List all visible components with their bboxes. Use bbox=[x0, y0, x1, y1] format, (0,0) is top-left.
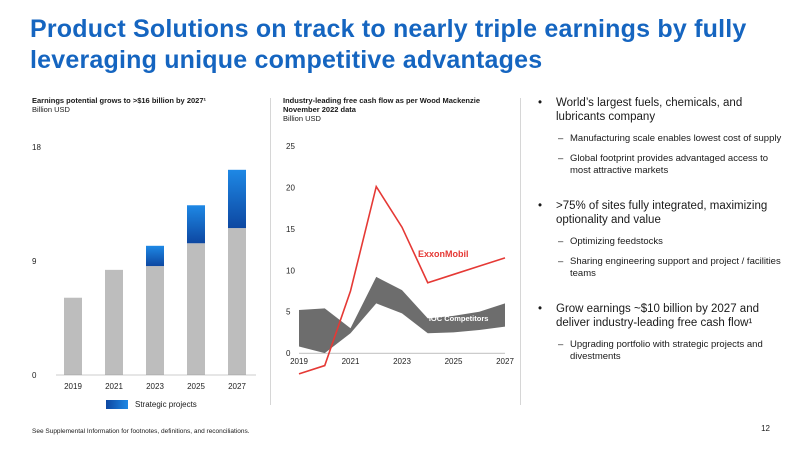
slide-title: Product Solutions on track to nearly tri… bbox=[30, 14, 770, 76]
legend-label-strategic: Strategic projects bbox=[135, 400, 197, 409]
sub-bullet-1-2: Global footprint provides advantaged acc… bbox=[534, 153, 784, 177]
x-tick-label: 2021 bbox=[105, 382, 123, 391]
page-number: 12 bbox=[761, 424, 770, 433]
divider-right bbox=[520, 98, 521, 405]
sub-bullet-3-1: Upgrading portfolio with strategic proje… bbox=[534, 339, 784, 363]
x-tick-label: 2025 bbox=[445, 357, 463, 366]
fcf-chart-unit: Billion USD bbox=[283, 114, 321, 123]
bullet-2: >75% of sites fully integrated, maximizi… bbox=[534, 199, 784, 227]
footer-note: See Supplemental Information for footnot… bbox=[32, 428, 250, 435]
y-tick-label: 0 bbox=[32, 371, 37, 380]
bar-strategic-2027 bbox=[228, 169, 246, 229]
sub-bullet-2-1: Optimizing feedstocks bbox=[534, 236, 784, 248]
x-tick-label: 2023 bbox=[146, 382, 164, 391]
title-line-2: leveraging unique competitive advantages bbox=[30, 46, 543, 74]
fcf-chart-title: Industry-leading free cash flow as per W… bbox=[283, 96, 480, 114]
earnings-chart-title: Earnings potential grows to >$16 billion… bbox=[32, 96, 206, 105]
y-tick-label: 0 bbox=[286, 349, 291, 358]
bar-strategic-2025 bbox=[187, 205, 205, 244]
y-tick-label: 15 bbox=[286, 225, 295, 234]
bar-strategic-2023 bbox=[146, 245, 164, 267]
x-tick-label: 2023 bbox=[393, 357, 411, 366]
earnings-chart-header: Earnings potential grows to >$16 billion… bbox=[32, 96, 262, 114]
earnings-bar-chart: 0 9 18 2019 2021 2023 2025 2027 bbox=[32, 143, 256, 391]
bar-base-2027 bbox=[228, 228, 246, 375]
x-tick-label: 2027 bbox=[496, 357, 514, 366]
sub-bullet-1-1: Manufacturing scale enables lowest cost … bbox=[534, 133, 784, 145]
exxonmobil-line bbox=[298, 184, 506, 375]
x-tick-label: 2027 bbox=[228, 382, 246, 391]
y-tick-label: 5 bbox=[286, 308, 291, 317]
legend-swatch-strategic bbox=[106, 400, 128, 409]
y-tick-label: 25 bbox=[286, 142, 295, 151]
y-tick-label: 18 bbox=[32, 143, 41, 152]
bullet-list: World’s largest fuels, chemicals, and lu… bbox=[534, 96, 784, 371]
y-tick-label: 9 bbox=[32, 257, 37, 266]
fcf-chart-header: Industry-leading free cash flow as per W… bbox=[283, 96, 503, 123]
x-tick-label: 2019 bbox=[290, 357, 308, 366]
ioc-competitors-label: IOC Competitors bbox=[429, 314, 489, 323]
bar-base-2023 bbox=[146, 266, 164, 375]
x-tick-label: 2019 bbox=[64, 382, 82, 391]
sub-bullet-2-2: Sharing engineering support and project … bbox=[534, 256, 784, 280]
title-line-1: Product Solutions on track to nearly tri… bbox=[30, 15, 747, 43]
earnings-legend: Strategic projects bbox=[106, 400, 197, 409]
x-tick-label: 2021 bbox=[342, 357, 360, 366]
exxonmobil-label: ExxonMobil bbox=[418, 249, 469, 259]
ioc-competitors-band bbox=[299, 276, 505, 354]
x-tick-label: 2025 bbox=[187, 382, 205, 391]
earnings-chart-unit: Billion USD bbox=[32, 105, 70, 114]
bar-base-2019 bbox=[64, 297, 82, 375]
bar-base-2025 bbox=[187, 243, 205, 375]
y-tick-label: 20 bbox=[286, 183, 295, 192]
bullet-3: Grow earnings ~$10 billion by 2027 and d… bbox=[534, 302, 784, 330]
bar-base-2021 bbox=[105, 269, 123, 375]
y-tick-label: 10 bbox=[286, 266, 295, 275]
bullet-1: World’s largest fuels, chemicals, and lu… bbox=[534, 96, 784, 124]
divider-left bbox=[270, 98, 271, 405]
